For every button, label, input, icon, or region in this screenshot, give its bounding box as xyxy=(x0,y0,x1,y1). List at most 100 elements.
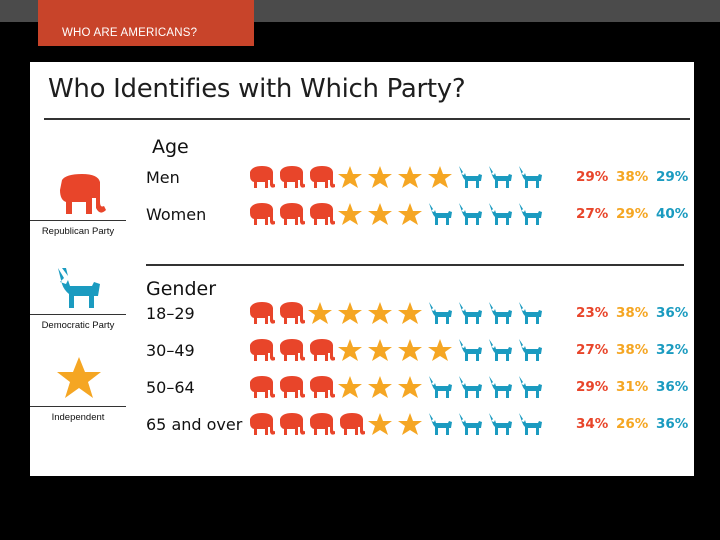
section-heading-age: Age xyxy=(152,136,189,158)
elephant-icon xyxy=(60,174,106,214)
elephant-icon xyxy=(280,166,305,188)
star-icon xyxy=(368,203,392,225)
donkey-icon xyxy=(489,302,512,324)
legend-divider xyxy=(30,220,126,221)
elephant-icon xyxy=(250,203,275,225)
data-label: 36% xyxy=(656,305,689,321)
star-icon xyxy=(398,339,422,361)
donkey-icon xyxy=(459,166,482,188)
data-label: 31% xyxy=(616,379,649,395)
donkey-icon xyxy=(519,203,542,225)
donkey-icon xyxy=(459,376,482,398)
star-icon xyxy=(338,203,362,225)
data-label: 40% xyxy=(656,206,689,222)
row-label: 18–29 xyxy=(146,304,195,323)
donkey-icon xyxy=(489,376,512,398)
donkey-icon xyxy=(489,413,512,435)
elephant-icon xyxy=(310,203,335,225)
data-label: 34% xyxy=(576,416,609,432)
donkey-icon xyxy=(429,376,452,398)
elephant-icon xyxy=(280,203,305,225)
star-icon xyxy=(428,339,452,361)
star-icon xyxy=(368,166,392,188)
section-heading-gender: Gender xyxy=(146,278,217,300)
elephant-icon xyxy=(280,302,305,324)
data-label: 29% xyxy=(616,206,649,222)
star-icon xyxy=(398,302,422,324)
donkey-icon xyxy=(429,413,452,435)
elephant-icon xyxy=(250,302,275,324)
elephant-icon xyxy=(250,339,275,361)
star-icon xyxy=(338,166,362,188)
legend-label-democratic: Democratic Party xyxy=(41,320,115,331)
legend-label-republican: Republican Party xyxy=(41,226,115,237)
title-divider xyxy=(44,118,690,120)
elephant-icon xyxy=(310,339,335,361)
star-icon xyxy=(398,203,422,225)
donkey-icon xyxy=(489,166,512,188)
data-label: 26% xyxy=(616,416,649,432)
elephant-icon xyxy=(310,376,335,398)
star-icon xyxy=(338,339,362,361)
star-icon xyxy=(338,302,362,324)
data-label: 29% xyxy=(576,169,609,185)
elephant-icon xyxy=(310,413,335,435)
donkey-icon xyxy=(519,413,542,435)
row-label: Women xyxy=(146,205,207,224)
donkey-icon xyxy=(459,302,482,324)
data-label: 36% xyxy=(656,416,689,432)
donkey-icon xyxy=(519,302,542,324)
elephant-icon xyxy=(280,376,305,398)
donkey-icon xyxy=(519,166,542,188)
icon-rows-chart xyxy=(250,166,542,435)
section-divider xyxy=(146,264,684,266)
donkey-icon xyxy=(459,413,482,435)
elephant-icon xyxy=(250,166,275,188)
data-label: 38% xyxy=(616,169,649,185)
data-label: 32% xyxy=(656,342,689,358)
star-icon xyxy=(398,376,422,398)
elephant-icon xyxy=(280,413,305,435)
row-label: 30–49 xyxy=(146,341,195,360)
donkey-icon xyxy=(519,339,542,361)
elephant-icon xyxy=(340,413,365,435)
donkey-icon xyxy=(459,339,482,361)
donkey-icon xyxy=(429,203,452,225)
donkey-icon xyxy=(459,203,482,225)
star-icon xyxy=(57,357,101,398)
data-label: 27% xyxy=(576,342,609,358)
donkey-icon xyxy=(489,203,512,225)
chart-panel: Who Identifies with Which Party? Age Gen… xyxy=(30,62,694,476)
star-icon xyxy=(368,302,392,324)
legend-divider xyxy=(30,314,126,315)
star-icon xyxy=(428,166,452,188)
legend-divider xyxy=(30,406,126,407)
star-icon xyxy=(398,166,422,188)
star-icon xyxy=(368,413,392,435)
section-tab: WHO ARE AMERICANS? xyxy=(38,0,254,46)
data-label: 27% xyxy=(576,206,609,222)
donkey-icon xyxy=(519,376,542,398)
row-label: 50–64 xyxy=(146,378,195,397)
star-icon xyxy=(398,413,422,435)
data-label: 29% xyxy=(576,379,609,395)
legend: Republican Party Democratic Party Indepe… xyxy=(30,170,130,430)
data-label: 29% xyxy=(656,169,689,185)
data-label: 36% xyxy=(656,379,689,395)
data-label: 38% xyxy=(616,305,649,321)
donkey-icon xyxy=(58,268,100,308)
elephant-icon xyxy=(250,376,275,398)
star-icon xyxy=(308,302,332,324)
data-label: 38% xyxy=(616,342,649,358)
star-icon xyxy=(338,376,362,398)
row-label: Men xyxy=(146,168,180,187)
elephant-icon xyxy=(280,339,305,361)
elephant-icon xyxy=(250,413,275,435)
row-label: 65 and over xyxy=(146,415,243,434)
elephant-icon xyxy=(310,166,335,188)
legend-label-independent: Independent xyxy=(51,412,105,423)
star-icon xyxy=(368,376,392,398)
donkey-icon xyxy=(429,302,452,324)
star-icon xyxy=(368,339,392,361)
donkey-icon xyxy=(489,339,512,361)
